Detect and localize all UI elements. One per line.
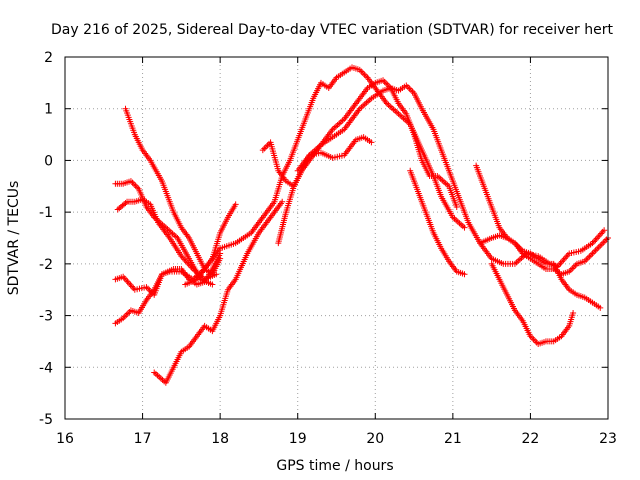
y-tick-label: -2 [39,257,53,273]
x-tick-label: 19 [289,431,307,447]
series-line [262,136,372,188]
series-layer [112,64,611,386]
y-tick-label: -4 [39,360,53,376]
x-tick-label: 22 [522,431,540,447]
series-track-3 [112,178,216,288]
series-track-10 [294,82,608,270]
chart-title: Day 216 of 2025, Sidereal Day-to-day VTE… [51,22,613,38]
y-axis-label: SDTVAR / TECUs [6,181,22,296]
x-tick-label: 21 [444,431,462,447]
data-point [570,309,577,316]
series-track-8 [259,134,375,190]
y-tick-label: 0 [44,153,53,169]
x-tick-label: 17 [134,431,152,447]
x-tick-label: 20 [366,431,384,447]
x-axis-label: GPS time / hours [276,458,393,474]
y-tick-label: 2 [44,50,53,66]
data-point [601,227,608,234]
data-point [597,304,604,311]
x-tick-label: 16 [56,431,74,447]
x-tick-label: 18 [211,431,229,447]
data-point [461,224,468,231]
series-track-13 [477,232,604,311]
data-point [279,198,286,205]
y-tick-label: 1 [44,102,53,118]
series-line [185,66,465,285]
data-point [453,203,460,210]
data-point [213,271,220,278]
series-track-9 [275,77,460,247]
series-track-1 [122,105,224,278]
grid-layer [65,57,608,419]
x-tick-label: 23 [599,431,617,447]
series-track-6 [151,198,286,386]
data-point [461,271,468,278]
data-point [232,201,239,208]
series-track-14 [488,260,577,348]
y-tick-label: -5 [39,412,53,428]
data-point [209,281,216,288]
data-point [368,139,375,146]
y-tick-label: -3 [39,309,53,325]
plot-frame [64,56,609,420]
series-track-11 [407,167,468,278]
y-tick-label: -1 [39,205,53,221]
series-track-7 [182,64,468,288]
